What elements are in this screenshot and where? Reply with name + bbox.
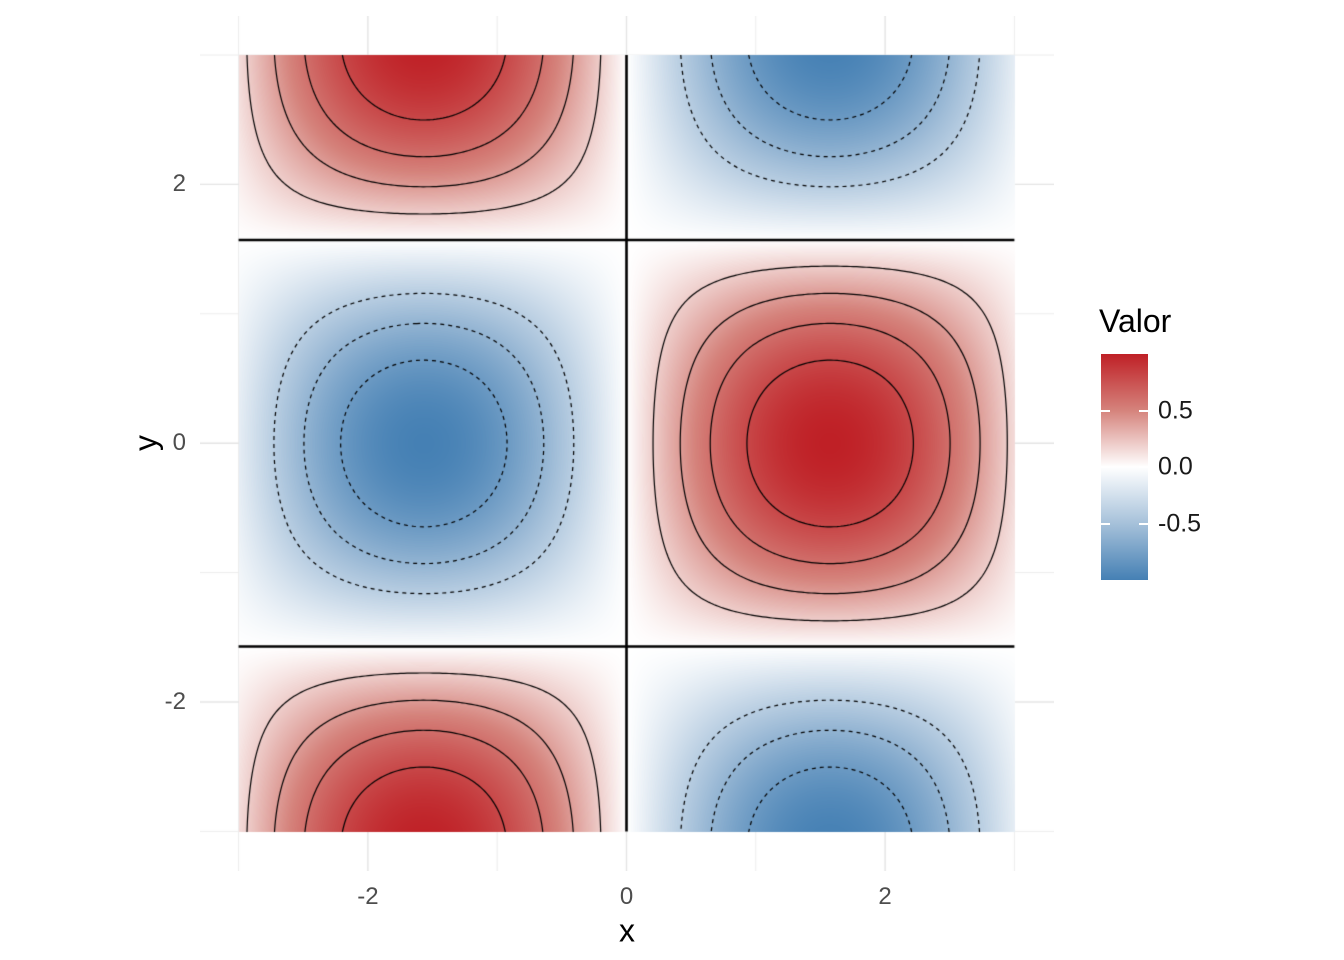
legend-tick-mark — [1139, 466, 1148, 468]
x-tick-label: 2 — [878, 883, 892, 910]
legend-tick-mark — [1101, 409, 1110, 412]
y-tick-label: 2 — [172, 170, 186, 198]
legend-tick-mark — [1101, 522, 1110, 525]
legend-tick-mark — [1101, 466, 1110, 468]
x-axis-title: x — [619, 912, 635, 949]
legend-tick-mark — [1139, 522, 1148, 525]
legend-title: Valor — [1099, 303, 1172, 339]
legend-tick-mark — [1139, 409, 1148, 412]
legend-tick-label: -0.5 — [1158, 509, 1202, 537]
x-tick-label: -2 — [357, 883, 379, 910]
y-tick-label: -2 — [164, 688, 186, 715]
x-tick-label: 0 — [619, 883, 634, 910]
y-tick-label: 0 — [172, 429, 186, 457]
legend-tick-label: 0.0 — [1158, 452, 1193, 481]
y-axis-title: y — [127, 435, 164, 451]
legend-tick-label: 0.5 — [1158, 396, 1193, 424]
heatmap-canvas — [200, 16, 1054, 871]
